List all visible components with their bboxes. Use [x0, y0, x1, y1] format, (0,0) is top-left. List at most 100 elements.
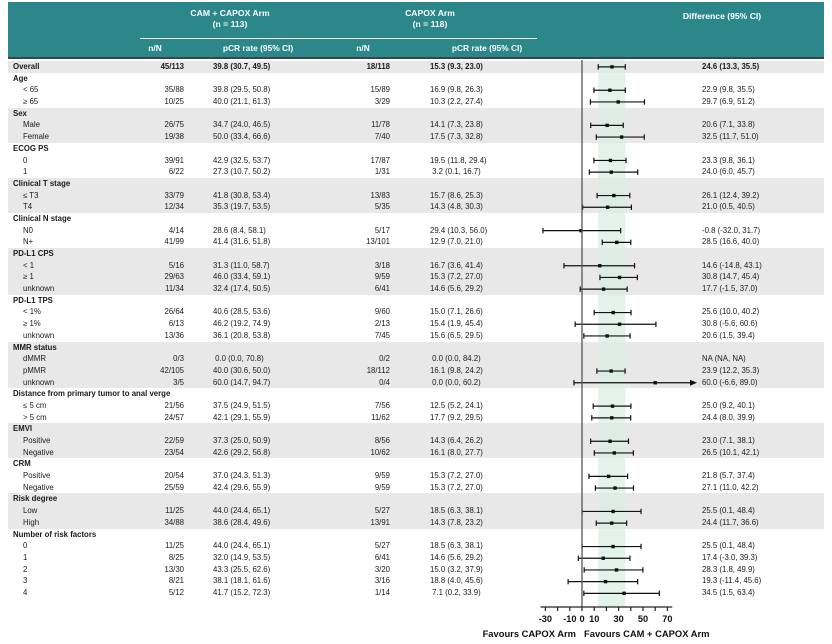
- arm2-pcr-value: 3.2 (0.1, 16.7): [430, 167, 481, 177]
- arm2-nn-value: 9/60: [374, 307, 390, 317]
- arm2-pcr-value: 14.3 (7.8, 23.2): [430, 517, 483, 527]
- arm2-nn-value: 11/78: [371, 120, 390, 130]
- table-row: 0 39/91 42.9 (32.5, 53.7) 17/87 19.5 (11…: [8, 155, 824, 167]
- arm2-nn-value: 9/59: [374, 272, 390, 282]
- row-label: Sex: [13, 108, 27, 118]
- arm1-pcr-value: 43.3 (25.5, 62.6): [213, 564, 271, 574]
- arm2-nn-value: 17/87: [370, 155, 390, 165]
- arm2-nn-value: 18/112: [366, 365, 390, 375]
- row-label: Clinical N stage: [13, 213, 72, 223]
- table-row: MMR status: [8, 342, 824, 354]
- table-row: 4 5/12 41.7 (15.2, 72.3) 1/14 7.1 (0.2, …: [8, 587, 824, 599]
- arm2-pcr-value: 16.1 (8.0, 27.7): [430, 447, 483, 457]
- subgroup-block: Overall 45/113 39.8 (30.7, 49.5) 18/118 …: [8, 61, 824, 73]
- difference-value: 25.6 (10.0, 40.2): [702, 307, 760, 317]
- table-row: Negative 25/59 42.4 (29.6, 55.9) 9/59 15…: [8, 482, 824, 494]
- row-label: N+: [23, 237, 34, 247]
- row-label: Distance from primary tumor to anal verg…: [13, 389, 171, 399]
- difference-value: 25.5 (0.1, 48.4): [702, 541, 755, 551]
- arm2-nn-value: 3/16: [374, 576, 390, 586]
- arm1-nn-value: 3/5: [173, 377, 184, 387]
- arm2-pcr-value: 15.3 (7.2, 27.0): [430, 471, 483, 481]
- arm1-nn-value: 11/25: [165, 506, 184, 516]
- arm2-pcr-value: 15.3 (7.2, 27.0): [430, 272, 483, 282]
- arm1-pcr-value: 31.3 (11.0, 58.7): [213, 260, 270, 270]
- row-label: ≥ 1: [23, 272, 34, 282]
- difference-column-header: Difference (95% CI): [682, 11, 762, 21]
- arm1-nn-value: 6/13: [168, 319, 184, 329]
- arm2-nn-value: 7/56: [374, 400, 390, 410]
- arm1-pcr-value: 50.0 (33.4, 66.6): [213, 132, 271, 142]
- arm2-pcr-value: 18.5 (6.3, 38.1): [430, 541, 483, 551]
- row-label: Overall: [13, 62, 40, 71]
- arm2-nn-value: 5/27: [374, 541, 390, 551]
- arm2-nn-value: 13/101: [366, 237, 390, 247]
- arm2-nn-value: 5/35: [374, 202, 390, 212]
- table-row: ≥ 65 10/25 40.0 (21.1, 61.3) 3/29 10.3 (…: [8, 96, 824, 108]
- row-label: EMVI: [13, 424, 33, 434]
- arm1-nn-value: 5/16: [168, 260, 184, 270]
- table-row: EMVI: [8, 423, 824, 435]
- table-row: Sex: [8, 108, 824, 120]
- row-label: unknown: [23, 330, 55, 340]
- arm2-nn-value: 11/62: [371, 412, 390, 422]
- difference-value: 22.9 (9.8, 35.5): [702, 85, 755, 95]
- arm2-nn-value: 3/20: [374, 564, 390, 574]
- difference-value: 34.5 (1.5, 63.4): [702, 587, 755, 597]
- arm1-nn-value: 5/12: [168, 587, 184, 597]
- arm1-pcr-column-header: pCR rate (95% CI): [222, 43, 294, 53]
- table-row: Risk degree: [8, 493, 824, 505]
- arm2-pcr-value: 15.0 (7.1, 26.6): [430, 307, 483, 317]
- table-row: 1 8/25 32.0 (14.9, 53.5) 6/41 14.6 (5.6,…: [8, 552, 824, 564]
- table-row: unknown 3/5 60.0 (14.7, 94.7) 0/4 0.0 (0…: [8, 377, 824, 389]
- arm2-nn-value: 3/18: [374, 260, 390, 270]
- table-row: Number of risk factors: [8, 529, 824, 541]
- arm2-header: CAPOX Arm (n = 118): [330, 8, 530, 29]
- difference-value: 28.3 (1.8, 49.9): [702, 564, 755, 574]
- arm1-title: CAM + CAPOX Arm: [190, 8, 270, 18]
- difference-value: 24.0 (6.0, 45.7): [702, 167, 755, 177]
- arm2-nn-value: 6/41: [374, 284, 390, 294]
- table-row: Female 19/38 50.0 (33.4, 66.6) 7/40 17.5…: [8, 131, 824, 143]
- arm2-nn-value: 18/118: [366, 62, 390, 71]
- arm1-pcr-value: 35.3 (19.7, 53.5): [213, 202, 271, 212]
- arm1-pcr-value: 32.4 (17.4, 50.5): [213, 284, 271, 294]
- arm1-pcr-value: 36.1 (20.8, 53.8): [213, 330, 271, 340]
- difference-value: 21.8 (5.7, 37.4): [702, 471, 755, 481]
- arm2-pcr-value: 15.0 (3.2, 37.9): [430, 564, 483, 574]
- table-row: < 1% 26/64 40.6 (28.5, 53.6) 9/60 15.0 (…: [8, 306, 824, 318]
- row-label: 4: [23, 587, 28, 597]
- row-label: 2: [23, 564, 28, 574]
- arm1-nn-value: 13/30: [164, 564, 184, 574]
- arm2-pcr-value: 29.4 (10.3, 56.0): [430, 225, 488, 235]
- table-row: < 1 5/16 31.3 (11.0, 58.7) 3/18 16.7 (3.…: [8, 260, 824, 272]
- row-label: unknown: [23, 377, 55, 387]
- arm2-pcr-value: 19.5 (11.8, 29.4): [430, 155, 487, 165]
- arm2-pcr-value: 16.9 (9.8, 26.3): [430, 85, 483, 95]
- arm1-pcr-value: 34.7 (24.0, 46.5): [213, 120, 271, 130]
- table-row: ≥ 1% 6/13 46.2 (19.2, 74.9) 2/13 15.4 (1…: [8, 318, 824, 330]
- difference-value: 23.9 (12.2, 35.3): [702, 365, 760, 375]
- arm1-nn-value: 33/79: [164, 190, 184, 200]
- x-axis-tick-label: 10: [589, 614, 599, 624]
- difference-value: 14.6 (-14.8, 43.1): [702, 260, 762, 270]
- arm1-pcr-value: 40.0 (21.1, 61.3): [213, 97, 271, 107]
- arm2-nn-value: 1/31: [374, 167, 390, 177]
- arm2-nn-value: 9/59: [374, 482, 390, 492]
- arm1-pcr-value: 37.0 (24.3, 51.3): [213, 471, 271, 481]
- table-row: N0 4/14 28.6 (8.4, 58.1) 5/17 29.4 (10.3…: [8, 225, 824, 237]
- table-row: Distance from primary tumor to anal verg…: [8, 388, 824, 400]
- subgroup-table-body: Overall 45/113 39.8 (30.7, 49.5) 18/118 …: [8, 61, 824, 599]
- table-row: < 65 35/88 39.8 (29.5, 50.8) 15/89 16.9 …: [8, 84, 824, 96]
- favours-right-label: Favours CAM + CAPOX Arm: [584, 628, 709, 639]
- arm2-nn-value: 7/45: [374, 330, 390, 340]
- arm1-nn-value: 26/64: [164, 307, 184, 317]
- table-row: High 34/88 38.6 (28.4, 49.6) 13/91 14.3 …: [8, 517, 824, 529]
- x-axis-tick-label: -30: [539, 614, 552, 624]
- table-row: ≤ 5 cm 21/56 37.5 (24.9, 51.5) 7/56 12.5…: [8, 400, 824, 412]
- table-row: CRM: [8, 458, 824, 470]
- arm1-nn-value: 0/3: [173, 354, 184, 364]
- subgroup-block: Number of risk factors 0 11/25 44.0 (24.…: [8, 528, 824, 599]
- subgroup-block: Sex Male 26/75 34.7 (24.0, 46.5) 11/78 1…: [8, 107, 824, 143]
- arm1-nn-value: 22/59: [164, 436, 184, 445]
